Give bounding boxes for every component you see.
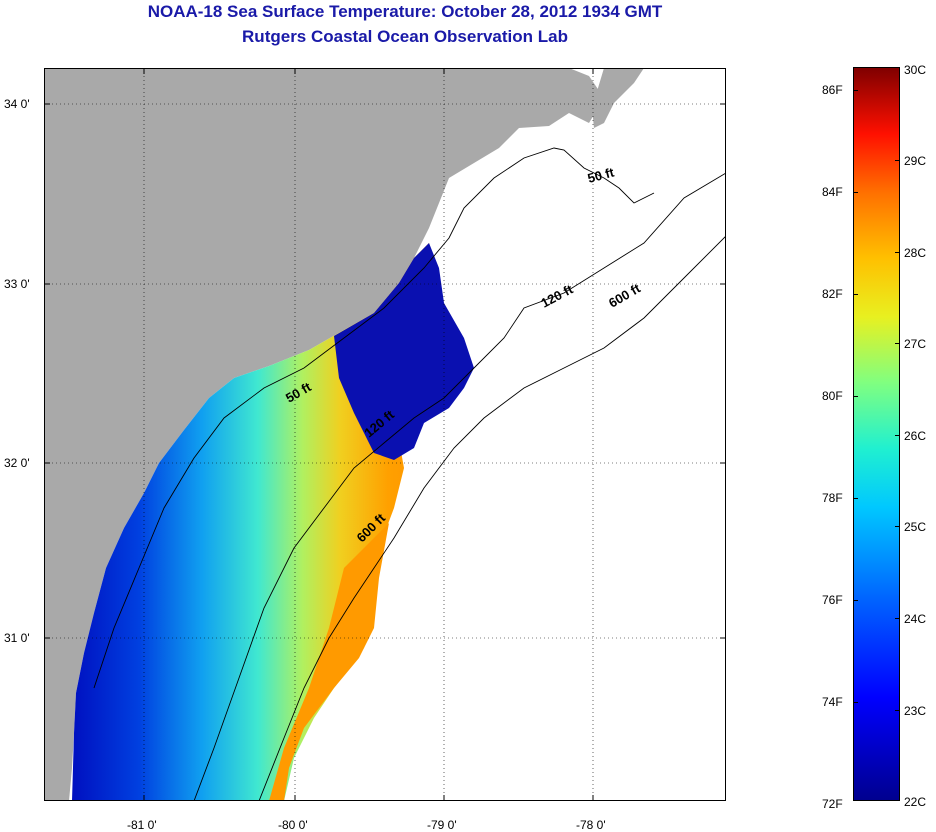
colorbar-label-82f: 82F bbox=[822, 287, 843, 301]
contour-label-50ft: 50 ft bbox=[586, 164, 616, 186]
lat-tick-31: 31 0' bbox=[4, 631, 30, 645]
lat-tick-33: 33 0' bbox=[4, 277, 30, 291]
map-title: NOAA-18 Sea Surface Temperature: October… bbox=[147, 2, 663, 21]
colorbar-label-22c: 22C bbox=[904, 795, 927, 809]
colorbar-label-84f: 84F bbox=[822, 185, 843, 199]
colorbar-label-72f: 72F bbox=[822, 797, 843, 811]
lat-tick-34: 34 0' bbox=[4, 97, 30, 111]
contour-600ft bbox=[258, 235, 726, 801]
land-ne bbox=[592, 68, 644, 128]
colorbar-label-25c: 25C bbox=[904, 520, 927, 534]
colorbar-label-27c: 27C bbox=[904, 337, 927, 351]
map-subtitle: Rutgers Coastal Ocean Observation Lab bbox=[242, 27, 568, 46]
lon-tick-79: -79 0' bbox=[427, 818, 457, 832]
grid-lines bbox=[44, 68, 726, 801]
warm-patch bbox=[269, 523, 389, 801]
land-mass bbox=[44, 68, 604, 801]
colorbar-label-28c: 28C bbox=[904, 246, 927, 260]
isobath-contours bbox=[93, 147, 726, 801]
sst-colorbar bbox=[853, 67, 900, 801]
lon-tick-81: -81 0' bbox=[127, 818, 157, 832]
colorbar-label-24c: 24C bbox=[904, 612, 927, 626]
map-frame bbox=[44, 68, 726, 801]
sst-map[interactable]: 50 ft 120 ft 600 ft 50 ft 120 ft 600 ft bbox=[44, 68, 726, 801]
colorbar-label-78f: 78F bbox=[822, 491, 843, 505]
colorbar-label-29c: 29C bbox=[904, 154, 927, 168]
frame-ticks bbox=[44, 68, 726, 801]
lon-tick-80: -80 0' bbox=[278, 818, 308, 832]
colorbar-label-74f: 74F bbox=[822, 695, 843, 709]
colorbar-label-23c: 23C bbox=[904, 704, 927, 718]
lon-tick-78: -78 0' bbox=[576, 818, 606, 832]
colorbar-label-80f: 80F bbox=[822, 389, 843, 403]
lat-tick-32: 32 0' bbox=[4, 456, 30, 470]
colorbar-label-76f: 76F bbox=[822, 593, 843, 607]
cold-patch bbox=[334, 243, 474, 460]
colorbar-label-26c: 26C bbox=[904, 429, 927, 443]
contour-50ft bbox=[93, 147, 655, 689]
colorbar-label-86f: 86F bbox=[822, 83, 843, 97]
colorbar-label-30c: 30C bbox=[904, 63, 927, 77]
contour-120ft bbox=[193, 172, 726, 801]
